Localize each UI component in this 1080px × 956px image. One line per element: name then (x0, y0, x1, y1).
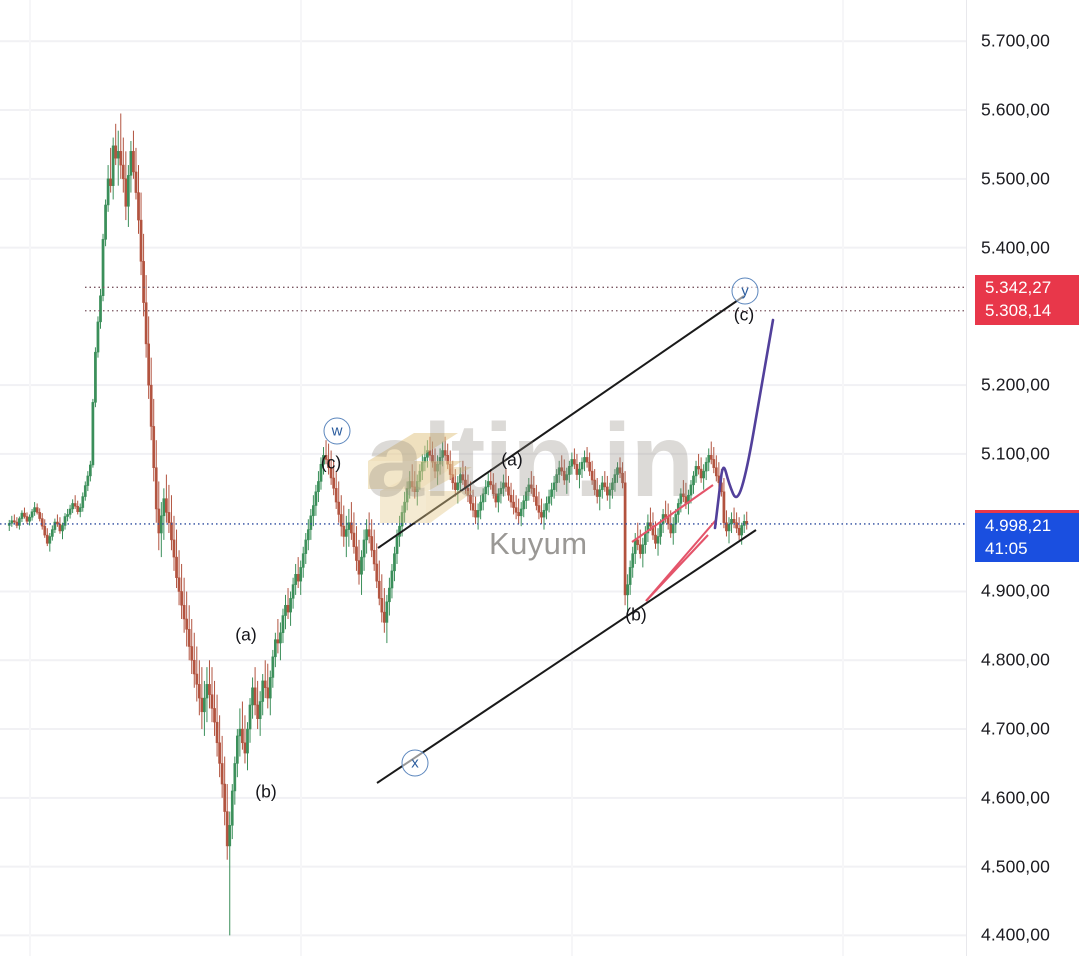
price-axis-tick: 5.500,00 (981, 168, 1050, 189)
wave-label-x[interactable]: x (401, 749, 429, 777)
price-axis-tick: 4.700,00 (981, 718, 1050, 739)
price-axis-tick: 5.400,00 (981, 237, 1050, 258)
trendline-wedge-upper[interactable] (631, 484, 714, 543)
price-axis-tick: 4.500,00 (981, 856, 1050, 877)
chart-plot-area[interactable]: altin.in Kuyum w (c) (a) (b) x (a) (b) y (c) (0, 0, 966, 956)
price-tag-value: 5.308,14 (985, 301, 1052, 321)
price-axis-tick: 4.600,00 (981, 787, 1050, 808)
last-price-tag[interactable]: 4.998,21 41:05 (975, 512, 1079, 563)
wave-label-c[interactable]: (c) (733, 304, 755, 325)
trendline-upper-channel[interactable] (377, 295, 745, 549)
wave-label-a[interactable]: (a) (501, 449, 523, 470)
trendline-lower-channel[interactable] (376, 529, 757, 784)
wave-label-c[interactable]: (c) (320, 452, 342, 473)
price-axis[interactable]: 5.700,00 5.600,00 5.500,00 5.400,00 5.200,00… (966, 0, 1080, 956)
resistance-price-tags[interactable]: 5.342,27 5.308,14 (975, 275, 1079, 325)
price-axis-tick: 5.700,00 (981, 30, 1050, 51)
chart-canvas (0, 40, 966, 937)
price-tag-value: 41:05 (985, 538, 1028, 558)
price-axis-tick: 5.200,00 (981, 374, 1050, 395)
price-axis-tick: 5.100,00 (981, 443, 1050, 464)
wave-label-a[interactable]: (a) (235, 624, 257, 645)
wave-label-y[interactable]: y (731, 277, 759, 305)
wave-label-b[interactable]: (b) (255, 781, 277, 802)
price-axis-tick: 5.600,00 (981, 99, 1050, 120)
price-axis-tick: 4.900,00 (981, 580, 1050, 601)
trendline-wedge-mid[interactable] (645, 534, 709, 602)
price-axis-tick: 4.400,00 (981, 924, 1050, 945)
price-axis-tick: 4.800,00 (981, 649, 1050, 670)
wave-label-w[interactable]: w (323, 417, 351, 445)
purple-forecast-curve[interactable] (713, 318, 775, 530)
wave-label-b[interactable]: (b) (625, 604, 647, 625)
price-tag-value: 4.998,21 (985, 515, 1052, 535)
price-tag-value: 5.342,27 (985, 278, 1052, 298)
